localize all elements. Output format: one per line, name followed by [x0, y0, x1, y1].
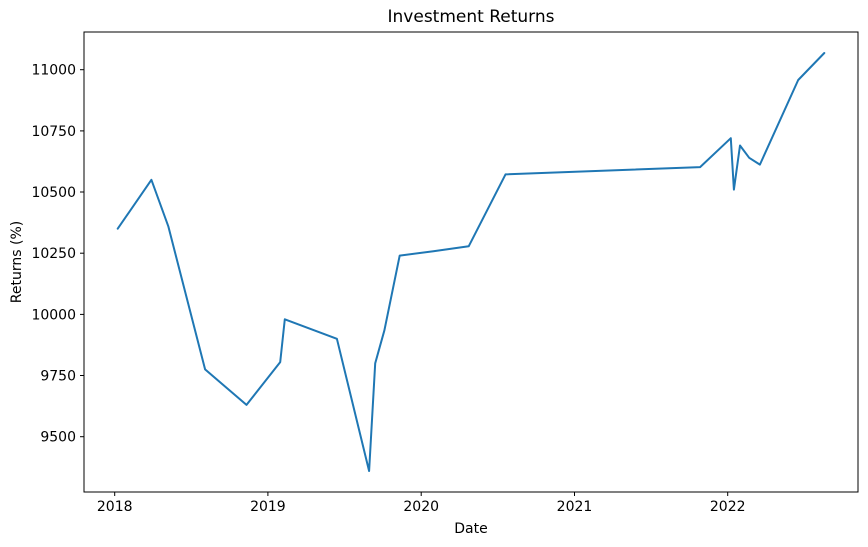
y-tick-label: 10000	[31, 307, 76, 323]
y-tick-label: 9500	[40, 430, 76, 446]
y-tick-label: 10750	[31, 124, 76, 140]
x-tick-label: 2018	[97, 499, 133, 515]
y-tick-label: 10500	[31, 185, 76, 201]
x-tick-label: 2021	[557, 499, 593, 515]
y-tick-label: 9750	[40, 369, 76, 385]
returns-line-series	[116, 52, 826, 472]
axis-tick-labels: 2018 2019 2020 2021 2022 9500 9750 10000 10250 10…	[31, 63, 745, 515]
y-tick-label: 10250	[31, 246, 76, 262]
axis-ticks	[80, 69, 729, 496]
axes-box	[83, 31, 859, 493]
y-tick-label: 11000	[31, 63, 76, 79]
x-axis-label: Date	[454, 521, 488, 537]
x-tick-label: 2019	[250, 499, 286, 515]
x-tick-label: 2020	[403, 499, 439, 515]
chart-title: Investment Returns	[387, 7, 555, 27]
x-tick-label: 2022	[710, 499, 746, 515]
